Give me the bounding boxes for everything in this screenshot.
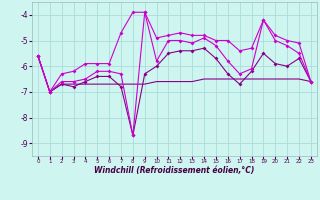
X-axis label: Windchill (Refroidissement éolien,°C): Windchill (Refroidissement éolien,°C): [94, 166, 255, 175]
